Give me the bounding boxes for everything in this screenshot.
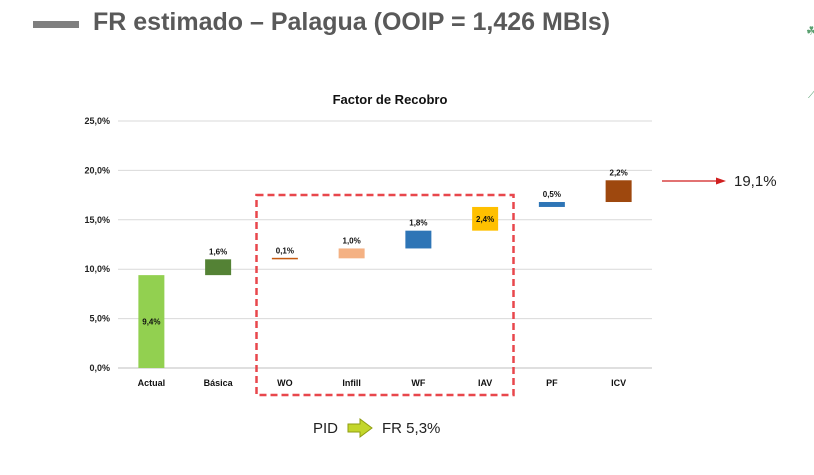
y-tick-label: 15,0%	[84, 215, 110, 225]
category-label: IAV	[478, 378, 492, 388]
fr-label: FR 5,3%	[382, 419, 441, 437]
right-arrow-icon	[347, 418, 373, 438]
data-label: 2,4%	[476, 215, 494, 224]
data-label: 1,0%	[343, 236, 361, 245]
slide-title: FR estimado – Palagua (OOIP = 1,426 MBls…	[93, 8, 611, 36]
y-tick-label: 0,0%	[89, 363, 110, 373]
category-label: WF	[411, 378, 425, 388]
logo-fragment-icon: ⟋	[808, 90, 814, 100]
pid-summary: PID FR 5,3%	[313, 418, 440, 438]
category-label: Infill	[342, 378, 361, 388]
data-label: 1,8%	[409, 219, 427, 228]
bar	[271, 257, 298, 260]
category-label: WO	[277, 378, 293, 388]
bar	[605, 180, 632, 203]
data-label: 2,2%	[610, 168, 628, 177]
category-label: Actual	[138, 378, 166, 388]
y-tick-label: 5,0%	[89, 314, 110, 324]
logo-fragment-icon: ☘	[806, 24, 814, 38]
category-label: Básica	[204, 378, 234, 388]
title-accent-bar	[33, 21, 79, 28]
bar	[138, 275, 165, 368]
bar	[405, 230, 432, 249]
data-label: 0,1%	[276, 246, 294, 255]
highlight-box	[255, 193, 515, 397]
chart-title: Factor de Recobro	[333, 92, 448, 107]
y-tick-label: 10,0%	[84, 264, 110, 274]
bar	[205, 259, 232, 276]
total-callout: 19,1%	[734, 173, 777, 190]
bar	[338, 248, 365, 259]
y-tick-label: 20,0%	[84, 165, 110, 175]
category-label: ICV	[611, 378, 626, 388]
y-tick-label: 25,0%	[84, 116, 110, 126]
total-arrow-head	[716, 177, 726, 185]
bar	[472, 206, 499, 231]
data-label: 1,6%	[209, 247, 227, 256]
category-label: PF	[546, 378, 558, 388]
data-label: 0,5%	[543, 190, 561, 199]
pid-label: PID	[313, 419, 339, 437]
data-label: 9,4%	[142, 318, 160, 327]
bar	[538, 202, 565, 207]
